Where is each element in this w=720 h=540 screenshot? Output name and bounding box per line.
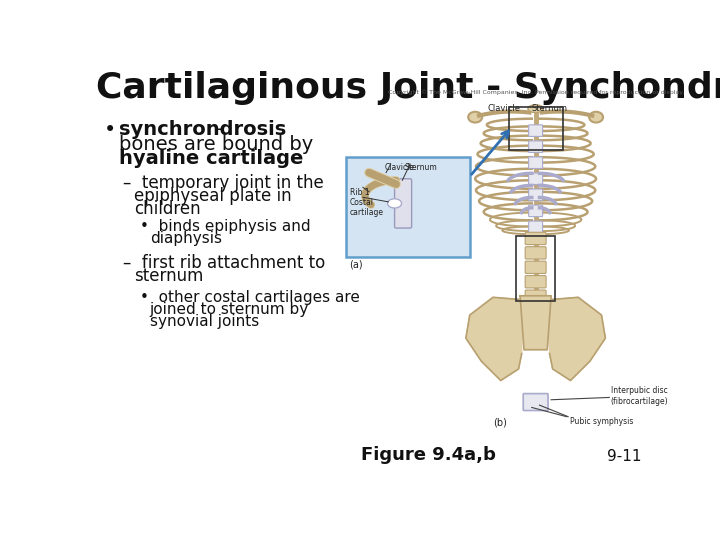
Text: Pubic symphysis: Pubic symphysis — [570, 417, 633, 427]
FancyBboxPatch shape — [525, 247, 546, 259]
Text: hyaline cartilage: hyaline cartilage — [120, 150, 304, 168]
Text: Sternum: Sternum — [532, 104, 568, 113]
FancyBboxPatch shape — [528, 173, 543, 185]
FancyBboxPatch shape — [525, 232, 546, 245]
Ellipse shape — [387, 199, 402, 208]
Text: 9-11: 9-11 — [607, 449, 642, 464]
Ellipse shape — [528, 105, 544, 112]
Ellipse shape — [589, 112, 603, 123]
Text: synchrondrosis: synchrondrosis — [120, 120, 287, 139]
Text: Clavicle: Clavicle — [487, 104, 521, 113]
Text: •: • — [104, 120, 116, 140]
Text: Sternum: Sternum — [405, 164, 438, 172]
FancyBboxPatch shape — [528, 205, 543, 217]
FancyBboxPatch shape — [346, 157, 469, 257]
FancyBboxPatch shape — [525, 275, 546, 288]
Text: •  binds epiphysis and: • binds epiphysis and — [140, 219, 311, 234]
Text: Costal
cartilage: Costal cartilage — [350, 198, 384, 218]
FancyBboxPatch shape — [528, 125, 543, 137]
FancyBboxPatch shape — [395, 179, 412, 228]
FancyBboxPatch shape — [525, 261, 546, 273]
Text: Interpubic disc
(fibrocartilage): Interpubic disc (fibrocartilage) — [611, 386, 668, 406]
Polygon shape — [549, 298, 606, 381]
Text: bones are bound by: bones are bound by — [120, 135, 314, 154]
Text: Copyright © The McGraw-Hill Companies, Inc. Permission required for reproduction: Copyright © The McGraw-Hill Companies, I… — [387, 90, 684, 95]
Polygon shape — [466, 298, 522, 381]
Text: epiphyseal plate in: epiphyseal plate in — [134, 187, 292, 205]
FancyBboxPatch shape — [528, 221, 543, 233]
Text: Rib 1: Rib 1 — [350, 188, 369, 197]
Text: Figure 9.4a,b: Figure 9.4a,b — [361, 446, 496, 464]
Ellipse shape — [468, 112, 482, 123]
Polygon shape — [520, 296, 551, 350]
Text: joined to sternum by: joined to sternum by — [150, 302, 309, 317]
FancyBboxPatch shape — [528, 157, 543, 168]
Text: –  first rib attachment to: – first rib attachment to — [122, 254, 325, 272]
Text: -: - — [209, 120, 222, 139]
Text: •  other costal cartilages are: • other costal cartilages are — [140, 289, 360, 305]
Text: (b): (b) — [493, 417, 507, 428]
Text: synovial joints: synovial joints — [150, 314, 259, 329]
FancyBboxPatch shape — [525, 290, 546, 302]
FancyBboxPatch shape — [523, 394, 548, 410]
Text: Cartilaginous Joint - Synchondrosis: Cartilaginous Joint - Synchondrosis — [96, 71, 720, 105]
Text: diaphysis: diaphysis — [150, 231, 222, 246]
FancyBboxPatch shape — [528, 189, 543, 200]
FancyBboxPatch shape — [528, 141, 543, 152]
Text: –  temporary joint in the: – temporary joint in the — [122, 174, 323, 192]
Text: (a): (a) — [350, 260, 364, 269]
Text: children: children — [134, 200, 201, 218]
Text: sternum: sternum — [134, 267, 204, 285]
Text: Clavicle: Clavicle — [384, 164, 415, 172]
